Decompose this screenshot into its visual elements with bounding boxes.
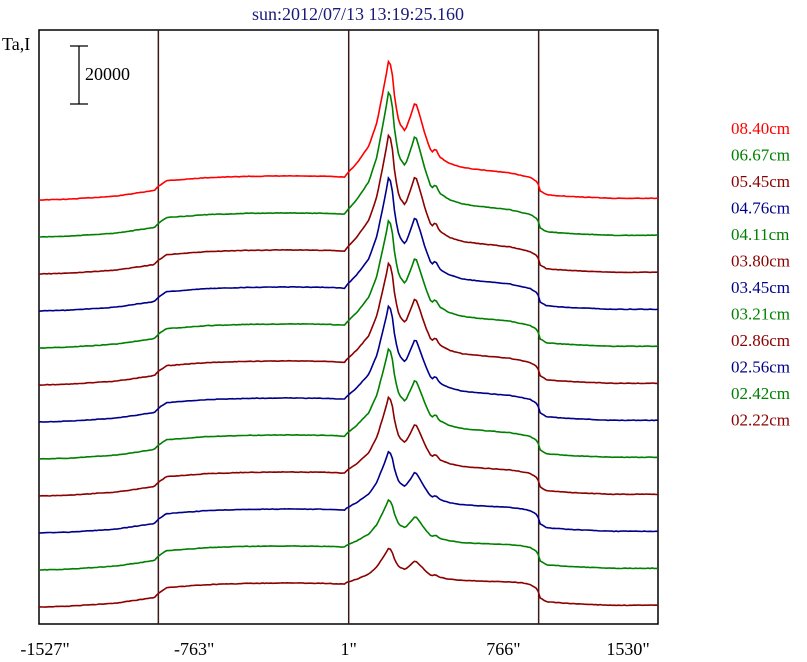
legend-entry: 02.86cm xyxy=(731,331,790,350)
legend-entry: 02.42cm xyxy=(731,384,790,403)
legend-entry: 02.22cm xyxy=(731,411,790,430)
series-line xyxy=(39,90,659,238)
legend-entry: 02.56cm xyxy=(731,358,790,377)
series-line xyxy=(39,547,659,608)
series-line xyxy=(38,304,659,423)
series-line xyxy=(38,261,659,387)
legend-entry: 08.40cm xyxy=(731,119,790,138)
legend-entry: 04.11cm xyxy=(731,225,789,244)
legend-entry: 03.21cm xyxy=(731,305,790,324)
scale-bar: 20000 xyxy=(70,45,130,105)
x-tick-label: -763" xyxy=(174,639,214,659)
series-line xyxy=(38,133,658,275)
scale-bar-label: 20000 xyxy=(85,64,130,84)
x-tick-label: 766" xyxy=(486,639,520,659)
series-line xyxy=(38,498,659,571)
chart-title: sun:2012/07/13 13:19:25.160 xyxy=(252,4,464,24)
series-line xyxy=(38,218,659,349)
series-line xyxy=(38,450,659,534)
legend-entry: 03.45cm xyxy=(731,278,790,297)
legend-entry: 05.45cm xyxy=(731,172,790,191)
reference-lines xyxy=(157,30,540,624)
series-line xyxy=(38,175,659,312)
x-tick-label: 1" xyxy=(341,639,357,659)
legend-entry: 06.67cm xyxy=(731,146,790,165)
series-line xyxy=(38,347,659,460)
x-tick-labels: -1527" -763" 1" 766" 1530" xyxy=(20,639,649,659)
x-tick-label: -1527" xyxy=(20,639,69,659)
legend: 08.40cm 06.67cm 05.45cm 04.76cm 04.11cm 03.80… xyxy=(731,119,790,430)
series-line xyxy=(38,59,659,201)
legend-entry: 04.76cm xyxy=(731,199,790,218)
y-axis-label: Ta,I xyxy=(2,34,30,54)
series-lines xyxy=(38,59,659,608)
series-line xyxy=(38,395,659,497)
legend-entry: 03.80cm xyxy=(731,252,790,271)
x-tick-label: 1530" xyxy=(606,639,649,659)
